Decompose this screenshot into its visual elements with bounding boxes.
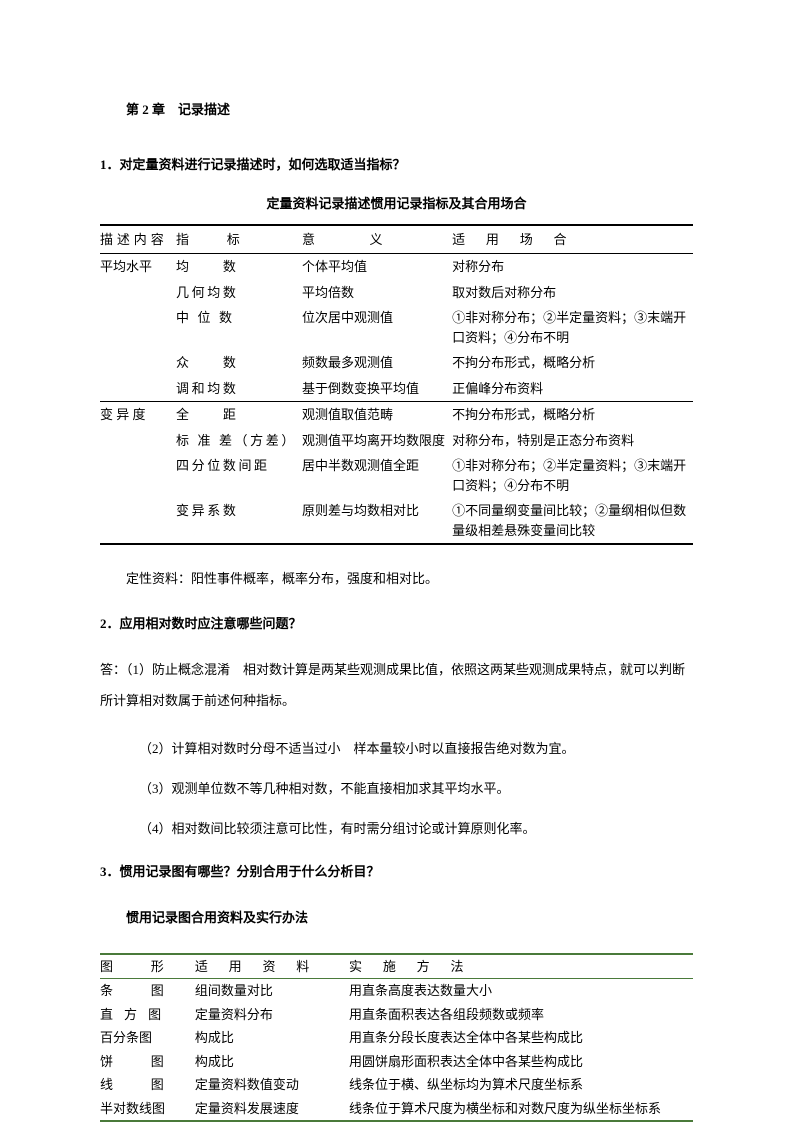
question-2: 2．应用相对数时应注意哪些问题？: [100, 614, 693, 634]
cell-category: [100, 453, 176, 498]
cell-indicator: 四分位数间距: [176, 453, 302, 498]
cell-meaning: 位次居中观测值: [302, 305, 452, 350]
table-row: 线 图 定量资料数值变动 线条位于横、纵坐标均为算术尺度坐标系: [100, 1073, 693, 1097]
cell-indicator: 众 数: [176, 350, 302, 376]
table2-header-row: 图 形 适 用 资 料 实 施 方 法: [100, 954, 693, 979]
table-row: 中 位 数 位次居中观测值 ①非对称分布；②半定量资料；③末端开口资料；④分布不…: [100, 305, 693, 350]
cell-meaning: 频数最多观测值: [302, 350, 452, 376]
cell-meaning: 基于倒数变换平均值: [302, 376, 452, 402]
cell-shape: 百分条图: [100, 1026, 195, 1050]
cell-category: [100, 376, 176, 402]
question-1: 1．对定量资料进行记录描述时，如何选取适当指标？: [100, 155, 693, 175]
th-indicator: 指 标: [176, 225, 302, 254]
cell-usage: 正偏峰分布资料: [452, 376, 693, 402]
cell-meaning: 观测值平均离开均数限度: [302, 428, 452, 454]
cell-data: 定量资料分布: [195, 1003, 349, 1027]
th-data: 适 用 资 料: [195, 954, 349, 979]
cell-usage: 取对数后对称分布: [452, 280, 693, 306]
th-method: 实 施 方 法: [349, 954, 693, 979]
table-row: 百分条图 构成比 用直条分段长度表达全体中各某些构成比: [100, 1026, 693, 1050]
q2-answer-intro: 答：（1）防止概念混淆 相对数计算是两某些观测成果比值，依照这两某些观测成果特点…: [100, 654, 693, 716]
cell-shape: 直 方 图: [100, 1003, 195, 1027]
cell-usage: 对称分布: [452, 254, 693, 280]
cell-indicator: 标 准 差（方差）: [176, 428, 302, 454]
cell-category: 平均水平: [100, 254, 176, 280]
cell-indicator: 几何均数: [176, 280, 302, 306]
cell-data: 组间数量对比: [195, 979, 349, 1003]
cell-usage: ①不同量纲变量间比较；②量纲相似但数量级相差悬殊变量间比较: [452, 498, 693, 544]
cell-usage: 对称分布，特别是正态分布资料: [452, 428, 693, 454]
table-row: 四分位数间距 居中半数观测值全距 ①非对称分布；②半定量资料；③末端开口资料；④…: [100, 453, 693, 498]
table-row: 饼 图 构成比 用圆饼扇形面积表达全体中各某些构成比: [100, 1050, 693, 1074]
table-row: 半对数线图 定量资料发展速度 线条位于算术尺度为横坐标和对数尺度为纵坐标坐标系: [100, 1097, 693, 1122]
th-usage: 适 用 场 合: [452, 225, 693, 254]
cell-data: 定量资料数值变动: [195, 1073, 349, 1097]
table-row: 直 方 图 定量资料分布 用直条面积表达各组段频数或频率: [100, 1003, 693, 1027]
table2-caption: 惯用记录图合用资料及实行办法: [100, 902, 693, 933]
q2-answer-item: （3）观测单位数不等几种相对数，不能直接相加求其平均水平。: [100, 776, 693, 802]
cell-method: 用圆饼扇形面积表达全体中各某些构成比: [349, 1050, 693, 1074]
cell-meaning: 原则差与均数相对比: [302, 498, 452, 544]
q2-answer-item: （4）相对数间比较须注意可比性，有时需分组讨论或计算原则化率。: [100, 816, 693, 842]
cell-category: [100, 350, 176, 376]
table-row: 调和均数 基于倒数变换平均值 正偏峰分布资料: [100, 376, 693, 402]
cell-shape: 条 图: [100, 979, 195, 1003]
cell-shape: 线 图: [100, 1073, 195, 1097]
cell-category: [100, 498, 176, 544]
cell-method: 用直条分段长度表达全体中各某些构成比: [349, 1026, 693, 1050]
cell-meaning: 平均倍数: [302, 280, 452, 306]
table-row: 变异系数 原则差与均数相对比 ①不同量纲变量间比较；②量纲相似但数量级相差悬殊变…: [100, 498, 693, 544]
table-row: 标 准 差（方差） 观测值平均离开均数限度 对称分布，特别是正态分布资料: [100, 428, 693, 454]
table-row: 条 图 组间数量对比 用直条高度表达数量大小: [100, 979, 693, 1003]
cell-method: 线条位于算术尺度为横坐标和对数尺度为纵坐标坐标系: [349, 1097, 693, 1122]
cell-indicator: 全 距: [176, 402, 302, 428]
cell-meaning: 居中半数观测值全距: [302, 453, 452, 498]
th-shape: 图 形: [100, 954, 195, 979]
cell-meaning: 观测值取值范畴: [302, 402, 452, 428]
cell-category: 变 异 度: [100, 402, 176, 428]
th-category: 描述内容: [100, 225, 176, 254]
question-3: 3．惯用记录图有哪些？分别合用于什么分析目？: [100, 862, 693, 882]
cell-indicator: 调和均数: [176, 376, 302, 402]
cell-category: [100, 280, 176, 306]
cell-indicator: 变异系数: [176, 498, 302, 544]
cell-method: 用直条高度表达数量大小: [349, 979, 693, 1003]
chapter-title: 第 2 章 记录描述: [100, 100, 693, 120]
table-row: 众 数 频数最多观测值 不拘分布形式，概略分析: [100, 350, 693, 376]
cell-method: 用直条面积表达各组段频数或频率: [349, 1003, 693, 1027]
table-row: 几何均数 平均倍数 取对数后对称分布: [100, 280, 693, 306]
cell-usage: ①非对称分布；②半定量资料；③末端开口资料；④分布不明: [452, 453, 693, 498]
th-meaning: 意 义: [302, 225, 452, 254]
table-row: 变 异 度 全 距 观测值取值范畴 不拘分布形式，概略分析: [100, 402, 693, 428]
cell-category: [100, 428, 176, 454]
cell-category: [100, 305, 176, 350]
cell-indicator: 中 位 数: [176, 305, 302, 350]
cell-method: 线条位于横、纵坐标均为算术尺度坐标系: [349, 1073, 693, 1097]
cell-meaning: 个体平均值: [302, 254, 452, 280]
cell-usage: 不拘分布形式，概略分析: [452, 402, 693, 428]
cell-data: 构成比: [195, 1050, 349, 1074]
cell-indicator: 均 数: [176, 254, 302, 280]
table1-caption: 定量资料记录描述惯用记录指标及其合用场合: [100, 194, 693, 214]
q2-answer-item: （2）计算相对数时分母不适当过小 样本量较小时以直接报告绝对数为宜。: [100, 736, 693, 762]
table1-header-row: 描述内容 指 标 意 义 适 用 场 合: [100, 225, 693, 254]
q1-note: 定性资料：阳性事件概率，概率分布，强度和相对比。: [100, 563, 693, 594]
table-row: 平均水平 均 数 个体平均值 对称分布: [100, 254, 693, 280]
cell-usage: ①非对称分布；②半定量资料；③末端开口资料；④分布不明: [452, 305, 693, 350]
cell-shape: 半对数线图: [100, 1097, 195, 1122]
cell-usage: 不拘分布形式，概略分析: [452, 350, 693, 376]
table-charts: 图 形 适 用 资 料 实 施 方 法 条 图 组间数量对比 用直条高度表达数量…: [100, 953, 693, 1122]
table-indicators: 描述内容 指 标 意 义 适 用 场 合 平均水平 均 数 个体平均值 对称分布…: [100, 224, 693, 546]
cell-data: 定量资料发展速度: [195, 1097, 349, 1122]
cell-data: 构成比: [195, 1026, 349, 1050]
cell-shape: 饼 图: [100, 1050, 195, 1074]
